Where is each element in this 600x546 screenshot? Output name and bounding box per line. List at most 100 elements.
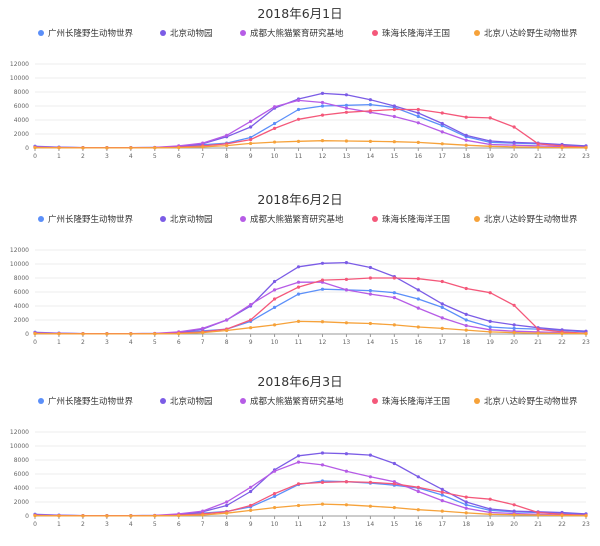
legend-item[interactable]: 北京动物园: [160, 214, 213, 225]
data-point: [344, 139, 349, 143]
y-tick-label: 6000: [14, 289, 29, 296]
data-point: [488, 512, 492, 516]
y-tick-label: 12000: [10, 429, 29, 436]
legend-label: 珠海长隆海洋王国: [382, 396, 450, 407]
legend-item[interactable]: 成都大熊猫繁育研究基地: [240, 396, 344, 407]
data-point: [249, 326, 253, 330]
x-tick-label: 22: [558, 153, 566, 160]
data-point: [392, 140, 396, 144]
data-point: [464, 500, 468, 504]
data-point: [584, 514, 588, 518]
x-tick-label: 8: [225, 153, 229, 160]
legend-item[interactable]: 成都大熊猫繁育研究基地: [240, 214, 344, 225]
data-point: [105, 514, 109, 518]
data-point: [320, 261, 325, 265]
legend-item[interactable]: 成都大熊猫繁育研究基地: [240, 28, 344, 39]
legend-marker: [474, 216, 480, 222]
y-tick-label: 12000: [10, 61, 29, 68]
x-tick-label: 6: [177, 521, 181, 528]
x-tick-label: 19: [486, 339, 494, 346]
data-point: [272, 126, 277, 130]
data-point: [344, 93, 349, 97]
x-tick-label: 20: [510, 521, 518, 528]
legend-item[interactable]: 北京动物园: [160, 28, 213, 39]
y-tick-label: 8000: [14, 457, 29, 464]
data-point: [416, 475, 420, 479]
data-point: [464, 495, 468, 499]
data-point: [368, 98, 372, 102]
data-point: [512, 323, 516, 327]
data-point: [177, 145, 181, 150]
data-point: [344, 103, 349, 107]
data-point: [416, 306, 420, 310]
data-point: [440, 111, 444, 115]
legend-item[interactable]: 北京八达岭野生动物世界: [474, 396, 578, 407]
x-tick-label: 19: [486, 153, 494, 160]
data-point: [440, 316, 444, 320]
series-line: [34, 140, 587, 149]
x-tick-label: 3: [105, 521, 109, 528]
y-tick-label: 2000: [14, 131, 29, 138]
data-point: [320, 502, 325, 506]
data-point: [81, 514, 85, 518]
legend-item[interactable]: 广州长隆野生动物世界: [38, 28, 134, 39]
legend-label: 北京动物园: [170, 214, 213, 225]
legend-marker: [160, 216, 166, 222]
series-line: [34, 503, 587, 517]
data-point: [416, 288, 420, 292]
data-point: [512, 145, 516, 149]
data-point: [440, 130, 444, 134]
data-point: [368, 265, 372, 270]
legend-marker: [240, 398, 246, 404]
data-point: [153, 332, 157, 336]
data-point: [392, 276, 396, 280]
data-point: [416, 508, 420, 512]
legend-item[interactable]: 珠海长隆海洋王国: [372, 28, 450, 39]
x-tick-label: 14: [367, 153, 375, 160]
data-point: [512, 503, 516, 507]
data-point: [464, 328, 468, 332]
legend-label: 广州长隆野生动物世界: [48, 214, 134, 225]
y-tick-label: 4000: [14, 485, 29, 492]
data-point: [249, 141, 253, 146]
y-tick-label: 4000: [14, 303, 29, 310]
legend-label: 北京八达岭野生动物世界: [484, 396, 578, 407]
data-point: [560, 331, 564, 336]
legend-item[interactable]: 北京动物园: [160, 396, 213, 407]
data-point: [488, 291, 492, 295]
data-point: [57, 146, 61, 150]
legend-label: 北京八达岭野生动物世界: [484, 214, 578, 225]
x-tick-label: 21: [534, 153, 542, 160]
legend-item[interactable]: 北京八达岭野生动物世界: [474, 214, 578, 225]
data-point: [416, 114, 420, 119]
legend-item[interactable]: 广州长隆野生动物世界: [38, 396, 134, 407]
data-point: [416, 489, 420, 494]
legend-marker: [160, 398, 166, 404]
data-point: [560, 145, 564, 150]
series-line: [34, 261, 587, 335]
data-point: [488, 116, 492, 120]
data-point: [464, 324, 468, 328]
data-point: [225, 318, 229, 322]
x-tick-label: 23: [582, 153, 590, 160]
x-tick-label: 21: [534, 521, 542, 528]
legend-item[interactable]: 珠海长隆海洋王国: [372, 396, 450, 407]
y-tick-label: 2000: [14, 499, 29, 506]
data-point: [81, 146, 85, 150]
data-point: [249, 318, 253, 322]
data-point: [272, 492, 277, 496]
legend-item[interactable]: 珠海长隆海洋王国: [372, 214, 450, 225]
x-tick-label: 9: [249, 339, 253, 346]
legend-marker: [372, 30, 378, 36]
data-point: [201, 145, 205, 149]
legend-item[interactable]: 广州长隆野生动物世界: [38, 214, 134, 225]
data-point: [368, 321, 372, 326]
legend-item[interactable]: 北京八达岭野生动物世界: [474, 28, 578, 39]
data-point: [272, 121, 277, 126]
data-point: [536, 145, 540, 149]
data-point: [416, 111, 420, 115]
data-point: [392, 461, 396, 466]
data-point: [416, 277, 420, 281]
legend-label: 珠海长隆海洋王国: [382, 28, 450, 39]
